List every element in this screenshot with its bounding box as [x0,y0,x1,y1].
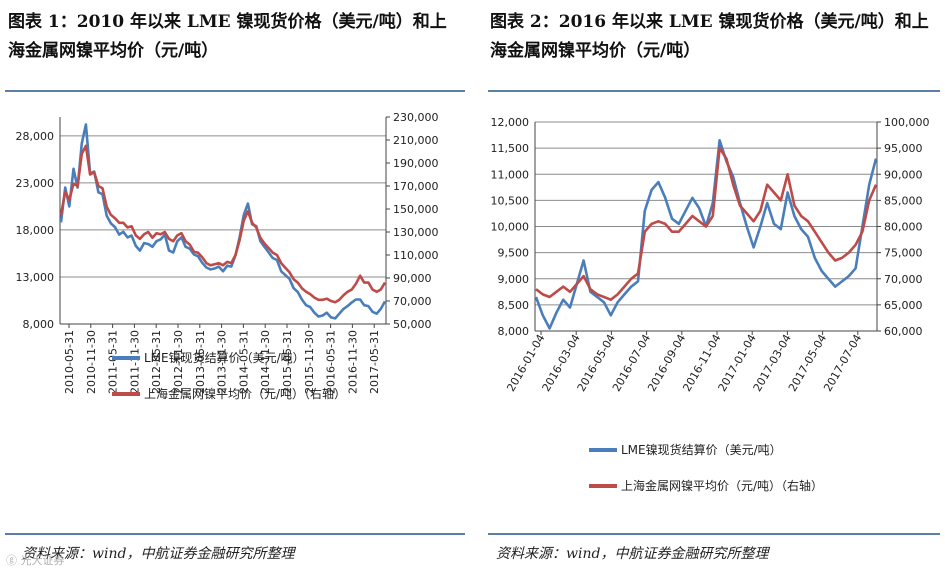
chart2-left-tick-label: 10,500 [491,194,530,207]
chart1-title: 图表 1：2010 年以来 LME 镍现货价格（美元/吨）和上海金属网镍平均价（… [8,12,447,61]
chart1-left-tick-label: 13,000 [16,271,55,284]
chart2-left-tick-label: 12,000 [491,116,530,129]
chart2-left-tick-label: 9,500 [498,247,530,260]
chart1-right-tick-label: 150,000 [393,203,439,216]
chart2-right-tick-label: 80,000 [884,221,923,234]
chart2-lme-series-line [534,138,878,330]
chart1-top-rule [5,90,465,92]
chart1-right-tick-label: 230,000 [393,111,439,124]
chart1-right-tick-label: 50,000 [393,318,432,331]
chart1-right-tick-label: 170,000 [393,180,439,193]
chart2: 8,000 8,500 9,000 9,500 10,000 10,500 11,000 11… [491,116,930,493]
chart2-legend-label-1: LME镍现货结算价（美元/吨） [621,442,782,457]
chart1-right-tick-label: 90,000 [393,272,432,285]
chart2-left-tick-label: 9,000 [498,273,530,286]
chart1-right-tick-label: 130,000 [393,226,439,239]
chart2-right-tick-label: 90,000 [884,168,923,181]
chart1-right-tick-label: 210,000 [393,134,439,147]
chart1-x-tick-label: 2011-11-30 [128,330,141,394]
chart1-x-tick-label: 2012-05-31 [150,330,163,394]
chart2-left-tick-label: 8,500 [498,299,530,312]
chart1-left-tick-label: 18,000 [16,224,55,237]
chart1-x-tick-label: 2016-05-31 [325,330,338,394]
chart1-x-tick-label: 2013-11-30 [216,330,229,394]
chart2-x-tick-label: 2017-07-04 [821,332,864,394]
chart1-right-tick-label: 70,000 [393,295,432,308]
chart1-left-tick-label: 23,000 [16,177,55,190]
chart1-x-tick-label: 2010-05-31 [63,330,76,394]
chart1-source: 资料来源：wind，中航证券金融研究所整理 [22,546,295,562]
chart2-top-rule [488,90,940,92]
chart1-right-tick-label: 110,000 [393,249,439,262]
chart2-left-tick-label: 10,000 [491,221,530,234]
chart1-x-tick-label: 2014-05-31 [237,330,250,394]
chart2-right-tick-label: 95,000 [884,142,923,155]
chart1-right-tick-label: 190,000 [393,157,439,170]
chart2-bottom-rule [488,533,940,535]
chart1-x-tick-label: 2011-05-31 [107,330,120,394]
chart1-left-tick-label: 28,000 [16,130,55,143]
chart2-right-tick-label: 70,000 [884,273,923,286]
chart1-left-tick-label: 8,000 [23,318,55,331]
chart2-right-tick-label: 75,000 [884,247,923,260]
watermark: ⓖ 光大证券 [6,554,65,567]
chart2-right-tick-label: 65,000 [884,299,923,312]
chart1-legend-label-1: LME镍现货结算价（美元/吨） [144,350,305,365]
chart2-left-tick-label: 11,000 [491,168,530,181]
chart2-source: 资料来源：wind，中航证券金融研究所整理 [496,546,769,562]
chart2-left-tick-label: 8,000 [498,325,530,338]
chart1-x-tick-label: 2014-11-30 [259,330,272,394]
chart2-right-tick-label: 85,000 [884,194,923,207]
chart1-x-tick-label: 2016-11-30 [346,330,359,394]
chart2-title: 图表 2：2016 年以来 LME 镍现货价格（美元/吨）和上海金属网镍平均价（… [490,12,929,61]
chart1-x-tick-label: 2015-11-30 [303,330,316,394]
chart1-x-tick-label: 2012-11-30 [172,330,185,394]
chart2-left-tick-label: 11,500 [491,142,530,155]
chart1: 8,000 13,000 18,000 23,000 28,000 50,000 70,00… [16,111,439,401]
chart1-x-tick-label: 2013-05-31 [194,330,207,394]
chart1-x-tick-label: 2015-05-31 [281,330,294,394]
chart1-shanghai-series-line [59,144,387,304]
chart2-right-tick-label: 100,000 [884,116,930,129]
chart2-legend-label-2: 上海金属网镍平均价（元/吨）（右轴） [621,478,823,493]
chart1-legend-label-2: 上海金属网镍平均价（元/吨）（右轴） [144,386,346,401]
chart1-bottom-rule [5,533,465,535]
chart1-x-tick-label: 2017-05-31 [368,330,381,394]
chart2-shanghai-series-line [535,146,878,301]
chart1-lme-series-line [59,123,387,320]
chart2-right-tick-label: 60,000 [884,325,923,338]
chart1-x-tick-label: 2010-11-30 [85,330,98,394]
